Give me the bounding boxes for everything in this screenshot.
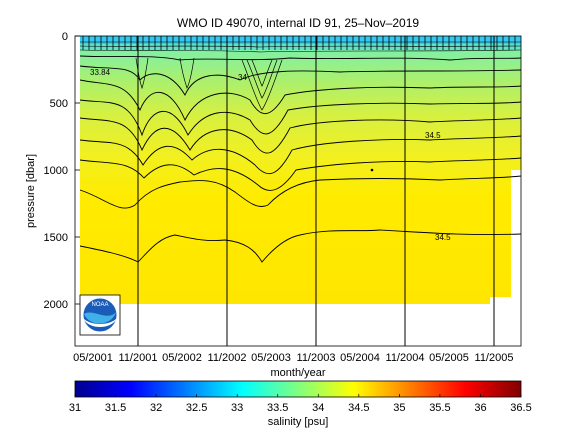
plot-area: 33.84 34 34.5 34.5 [75, 36, 521, 346]
chart-title: WMO ID 49070, internal ID 91, 25–Nov–201… [177, 16, 419, 30]
salinity-field-fill [80, 36, 521, 304]
y-axis: 0 500 1000 1500 2000 pressure [dbar] [25, 31, 80, 311]
contour-label-1: 33.84 [90, 68, 111, 77]
colorbar-tick-label: 36 [474, 402, 486, 414]
colorbar-tick-label: 34.5 [348, 402, 369, 414]
y-tick-label: 500 [50, 98, 68, 110]
x-tick-label: 05/2005 [429, 352, 469, 364]
y-tick-label: 1000 [44, 165, 68, 177]
surface-band [80, 36, 521, 44]
plot-frame [74, 35, 522, 347]
data-dot [370, 168, 374, 172]
contour-label-3: 34.5 [425, 131, 441, 140]
colorbar-tick-label: 34 [312, 402, 324, 414]
y-axis-label: pressure [dbar] [25, 154, 37, 228]
colorbar-tick-label: 31.5 [105, 402, 126, 414]
colorbar-ticks: 31 31.5 32 32.5 33 33.5 34 34.5 35 35.5 36 36.5 [69, 394, 532, 414]
x-tick-label: 05/2001 [73, 352, 113, 364]
x-tick-label: 11/2004 [386, 352, 425, 364]
contour-label-4: 34.5 [435, 233, 451, 242]
contours [79, 41, 521, 263]
colorbar-tick-label: 36.5 [510, 402, 531, 414]
surface-band-2 [80, 44, 521, 50]
x-tick-label: 11/2005 [475, 352, 514, 364]
colorbar-tick-label: 31 [69, 402, 81, 414]
colorbar-tick-label: 35.5 [429, 402, 450, 414]
colorbar-tick-label: 33 [231, 402, 243, 414]
x-tick-label: 05/2002 [162, 352, 202, 364]
year-lines [137, 36, 495, 346]
colorbar-tick-label: 32.5 [186, 402, 207, 414]
colorbar: 31 31.5 32 32.5 33 33.5 34 34.5 35 35.5 36 36.5 sal… [69, 380, 532, 428]
colorbar-tick-label: 33.5 [267, 402, 288, 414]
colorbar-scale [74, 380, 522, 398]
y-tick-label: 2000 [44, 299, 68, 311]
y-tick-label: 1500 [44, 232, 68, 244]
x-tick-label: 05/2004 [340, 352, 380, 364]
x-tick-label: 11/2003 [297, 352, 336, 364]
x-axis: 05/2001 11/2001 05/2002 11/2002 05/2003 … [73, 352, 513, 379]
x-tick-label: 05/2003 [251, 352, 291, 364]
colorbar-tick-label: 35 [393, 402, 405, 414]
noaa-logo-text: NOAA [91, 302, 108, 308]
x-axis-label: month/year [270, 367, 325, 379]
colorbar-label: salinity [psu] [268, 416, 329, 428]
x-tick-label: 11/2002 [208, 352, 247, 364]
contour-label-2: 34 [238, 73, 247, 82]
x-tick-label: 11/2001 [119, 352, 158, 364]
profile-marks [82, 36, 516, 50]
noaa-logo: NOAA [79, 294, 121, 336]
colorbar-tick-label: 32 [150, 402, 162, 414]
y-tick-label: 0 [62, 31, 68, 43]
